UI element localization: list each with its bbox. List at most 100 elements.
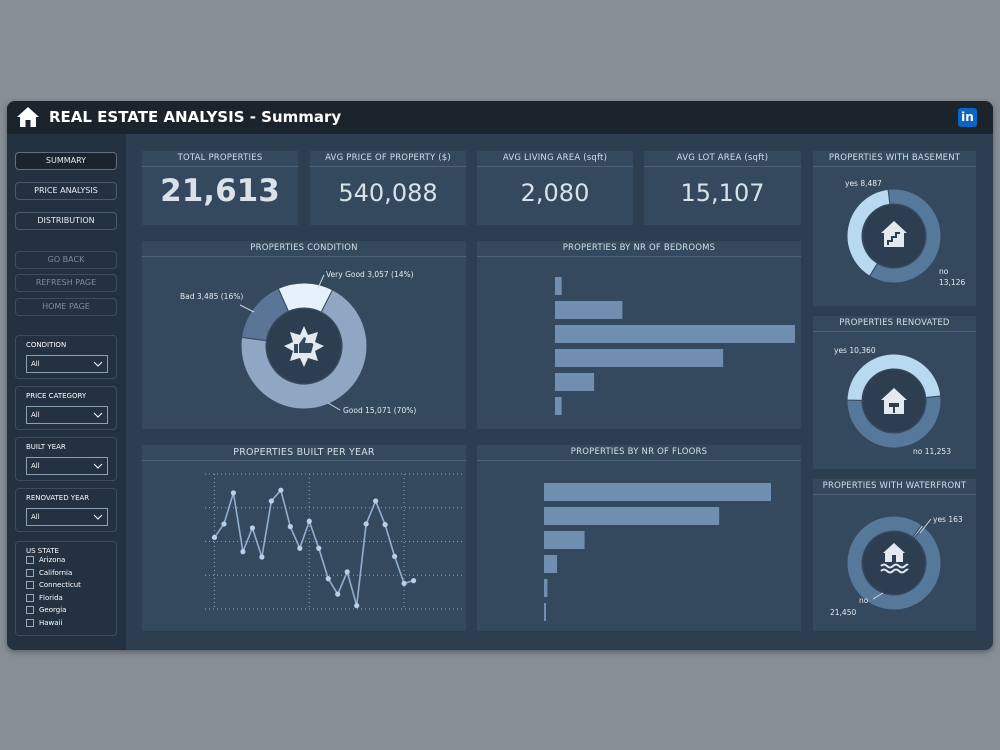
home-page-button[interactable]: HOME PAGE: [15, 298, 117, 316]
kpi-value: 21,613: [160, 173, 280, 209]
kpi-value: 540,088: [338, 179, 438, 207]
renovated-panel: PROPERTIES RENOVATED yes 10,360 no 11,25…: [813, 316, 976, 469]
filter-label: BUILT YEAR: [26, 443, 66, 451]
data-point: [221, 521, 227, 527]
price-analysis-button[interactable]: PRICE ANALYSIS: [15, 182, 117, 200]
title-bar: REAL ESTATE ANALYSIS - Summary in: [7, 101, 993, 134]
basement-donut-chart: yes 8,487 no 13,126: [845, 179, 965, 287]
kpi-value: 15,107: [680, 179, 765, 207]
renovated-year-filter: RENOVATED YEAR All: [15, 488, 117, 532]
panel-title: PROPERTIES BY NR OF BEDROOMS: [477, 241, 801, 257]
dropdown-value: All: [31, 360, 40, 368]
no-value-label: 21,450: [830, 608, 856, 617]
filter-label: US STATE: [26, 547, 59, 555]
state-label: Connecticut: [39, 581, 81, 589]
bar: [555, 373, 595, 391]
very-good-label: Very Good 3,057 (14%): [326, 270, 414, 279]
linkedin-icon[interactable]: in: [958, 108, 977, 127]
home-icon[interactable]: [16, 106, 40, 128]
data-point: [382, 522, 388, 528]
built-year-filter: BUILT YEAR All: [15, 437, 117, 481]
price-category-filter: PRICE CATEGORY All: [15, 386, 117, 430]
kpi-total-properties: TOTAL PROPERTIES 21,613: [142, 151, 298, 225]
kpi-title: AVG LIVING AREA (sqft): [477, 151, 633, 167]
distribution-button[interactable]: DISTRIBUTION: [15, 212, 117, 230]
condition-dropdown[interactable]: All: [26, 355, 108, 373]
data-point: [316, 545, 322, 551]
yes-slice: [846, 188, 891, 277]
no-value-label: 13,126: [939, 278, 965, 287]
panel-title: PROPERTIES CONDITION: [142, 241, 466, 257]
checkbox[interactable]: [26, 594, 34, 602]
chevron-down-icon: [93, 463, 103, 469]
kpi-avg-lot-area: AVG LOT AREA (sqft) 15,107: [644, 151, 801, 225]
thumbs-up-badge-icon: [284, 326, 324, 367]
leader-line: [327, 402, 341, 411]
built-year-dropdown[interactable]: All: [26, 457, 108, 475]
bar: [544, 531, 585, 549]
data-point: [297, 545, 303, 551]
kpi-avg-price: AVG PRICE OF PROPERTY ($) 540,088: [310, 151, 466, 225]
leader-line: [872, 592, 884, 600]
checkbox[interactable]: [26, 569, 34, 577]
bad-label: Bad 3,485 (16%): [180, 292, 243, 301]
bedrooms-panel: PROPERTIES BY NR OF BEDROOMS: [477, 241, 801, 429]
condition-filter: CONDITION All: [15, 335, 117, 379]
state-option[interactable]: Georgia: [26, 606, 66, 616]
renovated-year-dropdown[interactable]: All: [26, 508, 108, 526]
checkbox[interactable]: [26, 556, 34, 564]
state-label: Hawaii: [39, 619, 63, 627]
bar: [555, 277, 562, 295]
data-point: [354, 603, 360, 609]
built-per-year-panel: PROPERTIES BUILT PER YEAR: [142, 445, 466, 631]
chevron-down-icon: [93, 361, 103, 367]
yes-slice: [912, 524, 925, 539]
state-label: Florida: [39, 594, 63, 602]
kpi-avg-living-area: AVG LIVING AREA (sqft) 2,080: [477, 151, 633, 225]
built-per-year-line-chart: [205, 473, 462, 610]
yes-label: yes 10,360: [834, 346, 876, 355]
data-point: [344, 569, 350, 575]
data-point: [373, 498, 379, 504]
data-point: [278, 487, 284, 493]
bar: [555, 301, 623, 319]
donut-center: [863, 532, 925, 594]
basement-house-icon: [881, 221, 907, 247]
kpi-title: AVG LOT AREA (sqft): [644, 151, 801, 167]
data-point: [249, 525, 255, 531]
panel-title: PROPERTIES BUILT PER YEAR: [142, 445, 466, 461]
state-option[interactable]: Connecticut: [26, 581, 81, 591]
bar: [544, 603, 546, 621]
state-option[interactable]: Arizona: [26, 556, 65, 566]
bar: [544, 483, 771, 501]
us-state-filter: US STATE Arizona California Connecticut …: [15, 541, 117, 636]
yes-slice: [846, 353, 942, 401]
data-point: [325, 576, 331, 582]
very-good-slice: [277, 282, 334, 313]
price-category-dropdown[interactable]: All: [26, 406, 108, 424]
summary-button[interactable]: SUMMARY: [15, 152, 117, 170]
good-slice: [240, 289, 368, 410]
condition-panel: PROPERTIES CONDITION Very Good 3,057 (14…: [142, 241, 466, 429]
bar: [555, 397, 562, 415]
checkbox[interactable]: [26, 581, 34, 589]
leader-line: [919, 518, 932, 534]
sidebar: SUMMARY PRICE ANALYSIS DISTRIBUTION GO B…: [7, 134, 126, 650]
data-point: [211, 534, 218, 541]
data-point: [335, 591, 341, 597]
condition-donut-chart: Very Good 3,057 (14%) Bad 3,485 (16%) Go…: [180, 270, 416, 415]
state-option[interactable]: California: [26, 569, 72, 579]
no-label: no: [859, 596, 869, 605]
state-option[interactable]: Florida: [26, 594, 63, 604]
panel-title: PROPERTIES WITH BASEMENT: [813, 151, 976, 167]
state-label: Arizona: [39, 556, 66, 564]
no-label: no 11,253: [913, 447, 951, 456]
state-option[interactable]: Hawaii: [26, 619, 62, 629]
floors-panel: PROPERTIES BY NR OF FLOORS: [477, 445, 801, 631]
checkbox[interactable]: [26, 619, 34, 627]
yes-label: yes 8,487: [845, 179, 882, 188]
checkbox[interactable]: [26, 606, 34, 614]
state-label: California: [39, 569, 73, 577]
go-back-button[interactable]: GO BACK: [15, 251, 117, 269]
refresh-page-button[interactable]: REFRESH PAGE: [15, 274, 117, 292]
